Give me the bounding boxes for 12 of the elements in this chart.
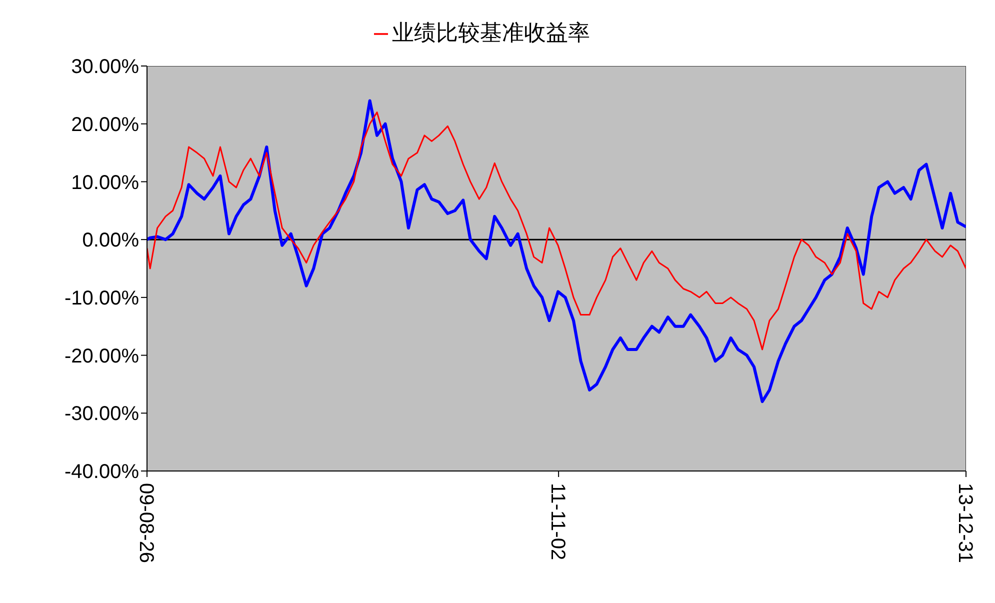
x-tick-label: 13-12-31 [954,483,976,564]
legend-label: 业绩比较基准收益率 [392,20,590,45]
y-tick-label: 0.00% [82,230,140,252]
x-tick-label: 11-11-02 [546,483,569,560]
y-tick-label: 20.00% [71,114,140,136]
y-tick-label: -30.00% [64,403,140,426]
y-tick-label: 30.00% [71,56,140,78]
x-tick-label: 09-08-26 [135,483,157,564]
y-tick-label: 10.00% [71,172,140,194]
y-tick-label: -20.00% [64,345,140,368]
y-tick-label: -10.00% [64,288,140,310]
y-tick-label: -40.00% [64,461,140,484]
